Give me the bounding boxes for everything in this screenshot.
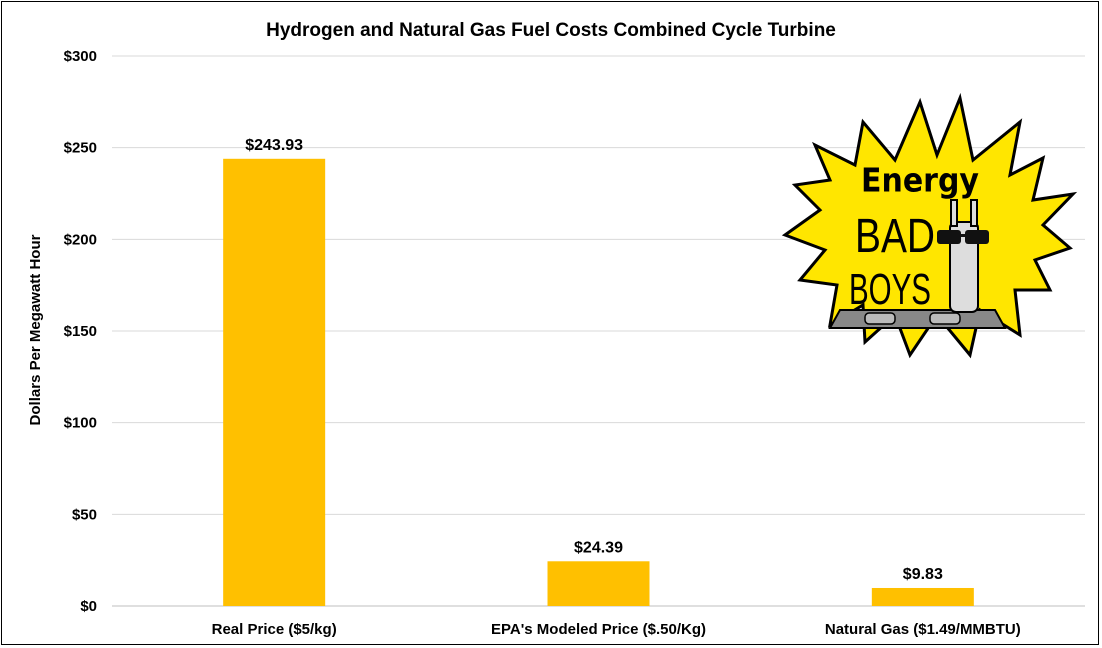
logo-text-bad: BAD	[855, 210, 935, 263]
bar	[871, 587, 974, 606]
data-labels: $243.93 $24.39 $9.83	[245, 137, 943, 583]
logo-text-energy: Energy	[861, 162, 979, 200]
plug-character-icon	[937, 199, 989, 313]
y-tick-label: $200	[64, 231, 97, 248]
y-tick-label: $250	[64, 140, 97, 157]
y-axis-label: Dollars Per Megawatt Hour	[27, 234, 44, 425]
y-tick-label: $150	[64, 323, 97, 340]
energy-bad-boys-logo: Energy BAD BOYS	[781, 92, 1078, 359]
outlet-plate-icon	[828, 309, 1007, 329]
x-tick-label: Real Price ($5/kg)	[212, 621, 337, 638]
data-label: $9.83	[903, 566, 943, 583]
data-label: $24.39	[574, 539, 623, 556]
y-tick-label: $300	[64, 48, 97, 65]
category-labels: Real Price ($5/kg) EPA's Modeled Price ($…	[212, 621, 1021, 638]
bars	[223, 158, 974, 607]
x-tick-label: Natural Gas ($1.49/MMBTU)	[825, 621, 1021, 638]
bar	[547, 561, 650, 606]
data-label: $243.93	[245, 137, 303, 154]
logo-text-boys: BOYS	[849, 265, 931, 314]
x-tick-label: EPA's Modeled Price ($.50/Kg)	[491, 621, 706, 638]
outlet-socket-icon	[929, 312, 961, 325]
outlet-socket-icon	[864, 312, 896, 325]
y-tick-label: $0	[80, 598, 97, 615]
y-axis-ticks: $0 $50 $100 $150 $200 $250 $300	[64, 48, 97, 615]
y-tick-label: $100	[64, 415, 97, 432]
bar	[223, 158, 326, 607]
chart-title: Hydrogen and Natural Gas Fuel Costs Comb…	[266, 20, 836, 41]
y-tick-label: $50	[72, 506, 97, 523]
